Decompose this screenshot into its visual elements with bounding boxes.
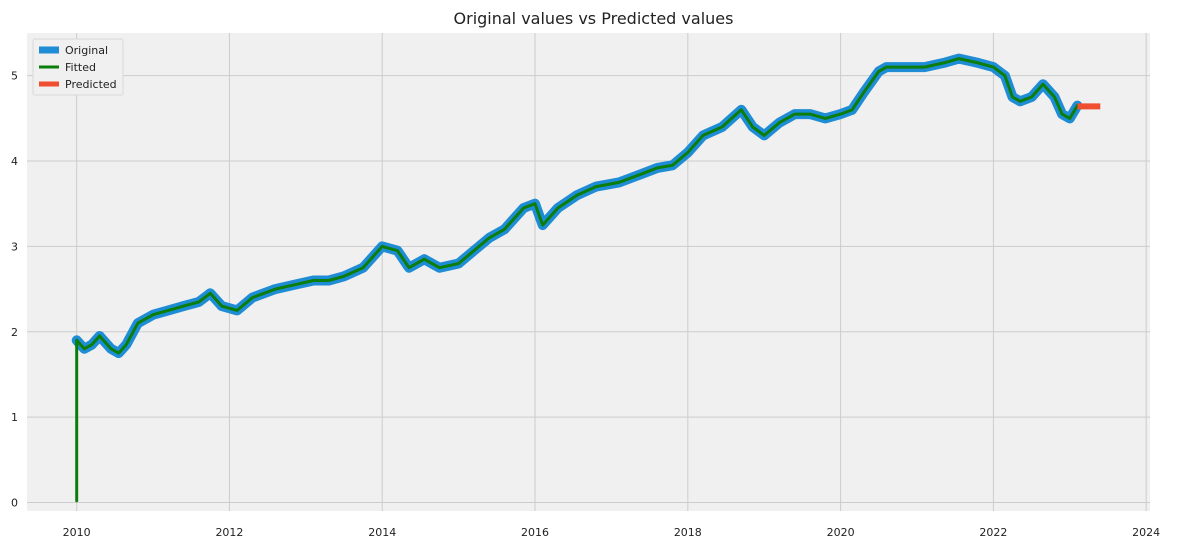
y-tick-label: 2 <box>11 326 18 339</box>
series-fitted-line <box>75 57 1079 503</box>
series-layer <box>71 53 1101 503</box>
y-tick-label: 4 <box>11 155 18 168</box>
legend-label: Predicted <box>65 78 117 91</box>
legend-label: Fitted <box>65 61 96 74</box>
x-tick-label: 2012 <box>215 526 243 539</box>
legend-swatch-predicted <box>39 81 59 87</box>
legend-label: Original <box>65 44 108 57</box>
y-tick-label: 0 <box>11 496 18 509</box>
y-tick-label: 1 <box>11 411 18 424</box>
x-tick-label: 2024 <box>1132 526 1160 539</box>
x-tick-label: 2020 <box>827 526 855 539</box>
x-tick-label: 2018 <box>674 526 702 539</box>
chart-title: Original values vs Predicted values <box>453 9 734 28</box>
legend-swatch-fitted <box>39 65 59 69</box>
x-tick-label: 2022 <box>979 526 1007 539</box>
axis-layer: 2010 2012 2014 2016 2018 2020 2022 2024 0 1 2 3 4 5 <box>11 70 1160 539</box>
y-tick-label: 5 <box>11 70 18 83</box>
grid-layer <box>27 33 1150 511</box>
y-tick-label: 3 <box>11 240 18 253</box>
x-tick-label: 2010 <box>63 526 91 539</box>
plot-area <box>27 33 1150 511</box>
x-tick-label: 2014 <box>368 526 396 539</box>
legend-swatch-original <box>39 46 59 54</box>
x-tick-label: 2016 <box>521 526 549 539</box>
legend: Original Fitted Predicted <box>32 38 124 96</box>
